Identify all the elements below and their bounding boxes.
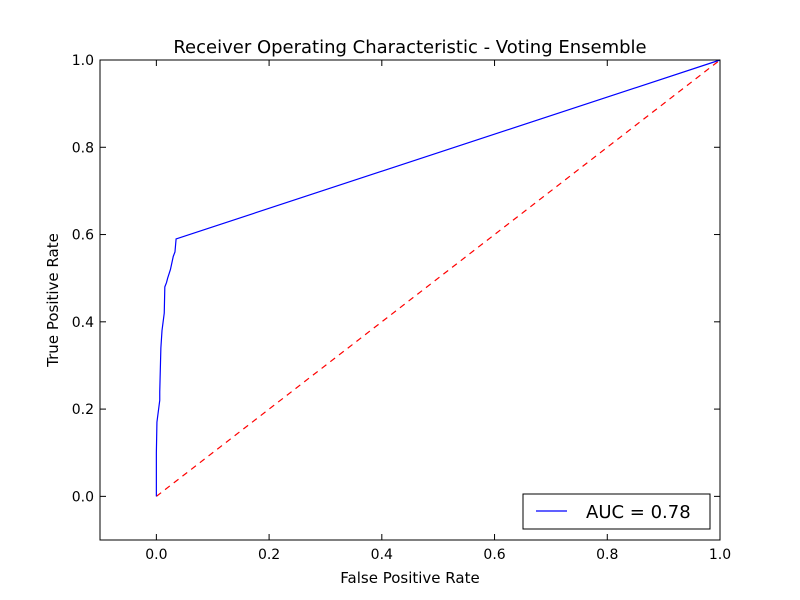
x-tick-label: 0.4 [371, 547, 393, 563]
y-tick-label: 0.8 [72, 140, 94, 156]
x-tick-label: 1.0 [709, 547, 731, 563]
y-tick-label: 0.2 [72, 402, 94, 418]
y-tick-label: 1.0 [72, 53, 94, 69]
plot-area: 0.0 0.2 0.4 0.6 0.8 1.0 0.0 0.2 0.4 0.6 0.8 1.0 [72, 53, 731, 563]
x-axis-label: False Positive Rate [340, 569, 479, 587]
x-tick-label: 0.6 [483, 547, 505, 563]
x-tick-label: 0.0 [145, 547, 167, 563]
y-tick-label: 0.0 [72, 489, 94, 505]
chart-title: Receiver Operating Characteristic - Voti… [173, 37, 646, 58]
roc-curve-line [155, 59, 721, 497]
x-tick-label: 0.8 [596, 547, 618, 563]
x-tick-label: 0.2 [258, 547, 280, 563]
series-layer [155, 59, 721, 497]
legend-entry-auc: AUC = 0.78 [586, 502, 691, 523]
y-axis-label: True Positive Rate [44, 233, 62, 368]
plot-frame [99, 59, 721, 541]
tick-layer: 0.0 0.2 0.4 0.6 0.8 1.0 0.0 0.2 0.4 0.6 0.8 1.0 [72, 53, 731, 563]
y-tick-label: 0.6 [72, 228, 94, 244]
y-tick-label: 0.4 [72, 315, 94, 331]
legend: AUC = 0.78 [522, 493, 711, 530]
chance-diagonal-line [155, 59, 721, 497]
